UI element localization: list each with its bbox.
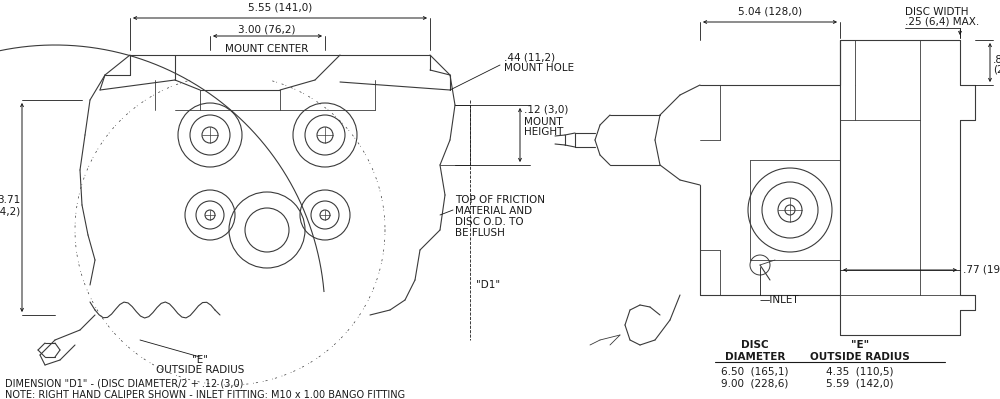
Text: 5.55 (141,0): 5.55 (141,0) <box>248 3 312 13</box>
Text: DISC WIDTH: DISC WIDTH <box>905 7 968 17</box>
Text: 9.00  (228,6): 9.00 (228,6) <box>721 379 789 389</box>
Text: MOUNT HOLE: MOUNT HOLE <box>504 63 574 73</box>
Text: OUTSIDE RADIUS: OUTSIDE RADIUS <box>156 365 244 375</box>
Text: 5.59  (142,0): 5.59 (142,0) <box>826 379 894 389</box>
Text: "D1": "D1" <box>476 280 500 290</box>
Text: 4.35  (110,5): 4.35 (110,5) <box>826 367 894 377</box>
Text: OUTSIDE RADIUS: OUTSIDE RADIUS <box>810 352 910 362</box>
Text: DISC O.D. TO: DISC O.D. TO <box>455 217 524 227</box>
Text: MOUNT: MOUNT <box>524 117 563 127</box>
Text: .12 (3,0): .12 (3,0) <box>524 105 568 115</box>
Text: DIMENSION "D1" - (DISC DIAMETER/2 + .12 (3,0): DIMENSION "D1" - (DISC DIAMETER/2 + .12 … <box>5 378 243 388</box>
Text: NOTE: RIGHT HAND CALIPER SHOWN - INLET FITTING: M10 x 1.00 BANGO FITTING: NOTE: RIGHT HAND CALIPER SHOWN - INLET F… <box>5 390 405 399</box>
Text: MATERIAL AND: MATERIAL AND <box>455 206 532 216</box>
Text: DIAMETER: DIAMETER <box>725 352 785 362</box>
Text: (94,2): (94,2) <box>0 206 20 216</box>
Text: 5.04 (128,0): 5.04 (128,0) <box>738 7 802 17</box>
Text: TOP OF FRICTION: TOP OF FRICTION <box>455 195 545 205</box>
Text: (20,8): (20,8) <box>993 65 1000 75</box>
Text: —INLET: —INLET <box>760 295 800 305</box>
Text: BE FLUSH: BE FLUSH <box>455 228 505 238</box>
Text: 3.71: 3.71 <box>0 195 20 205</box>
Text: 6.50  (165,1): 6.50 (165,1) <box>721 367 789 377</box>
Text: 3.00 (76,2): 3.00 (76,2) <box>238 24 296 34</box>
Text: HEIGHT: HEIGHT <box>524 127 563 137</box>
Text: "E": "E" <box>851 340 869 350</box>
Text: MOUNT CENTER: MOUNT CENTER <box>225 44 309 54</box>
Text: .77 (19,6): .77 (19,6) <box>963 265 1000 275</box>
Text: DISC: DISC <box>741 340 769 350</box>
Text: .25 (6,4) MAX.: .25 (6,4) MAX. <box>905 17 979 27</box>
Text: .82: .82 <box>993 55 1000 65</box>
Text: "E": "E" <box>192 355 208 365</box>
Text: .44 (11,2): .44 (11,2) <box>504 53 555 63</box>
